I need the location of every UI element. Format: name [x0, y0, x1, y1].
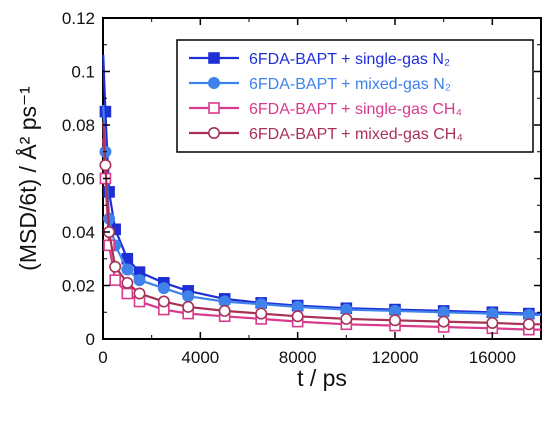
- y-tick-label: 0.08: [62, 116, 95, 135]
- legend-label: 6FDA-BAPT + mixed-gas CH₄: [249, 126, 463, 143]
- data-point: [121, 287, 134, 300]
- legend: 6FDA-BAPT + single-gas N₂ 6FDA-BAPT + mix…: [176, 39, 534, 153]
- data-point: [208, 77, 221, 90]
- data-point: [388, 314, 401, 327]
- x-tick-label: 16000: [469, 348, 516, 367]
- y-tick-label: 0.06: [62, 170, 95, 189]
- x-axis-title: t / ps: [297, 365, 347, 391]
- data-point: [208, 52, 220, 64]
- data-point: [208, 127, 221, 140]
- data-point: [182, 300, 195, 313]
- data-point: [522, 318, 535, 331]
- data-point: [109, 260, 122, 273]
- data-point: [208, 102, 220, 114]
- y-tick-label: 0.12: [62, 9, 95, 28]
- x-tick-label: 12000: [371, 348, 418, 367]
- legend-item-3: 6FDA-BAPT + mixed-gas CH₄: [189, 126, 463, 143]
- data-point: [103, 239, 115, 252]
- data-point: [99, 105, 112, 118]
- data-point: [255, 307, 268, 320]
- x-tick-label: 4000: [181, 348, 219, 367]
- x-tick-label: 8000: [279, 348, 317, 367]
- data-point: [437, 315, 450, 328]
- data-point: [121, 276, 134, 289]
- data-point: [486, 316, 499, 329]
- data-point: [291, 310, 304, 323]
- y-axis-title: (MSD/6t) / Å² ps⁻¹: [14, 86, 41, 271]
- legend-item-0: 6FDA-BAPT + single-gas N₂: [189, 51, 450, 68]
- data-point: [157, 295, 170, 308]
- data-point: [218, 304, 231, 317]
- legend-label: 6FDA-BAPT + single-gas CH₄: [249, 101, 462, 118]
- data-point: [340, 312, 353, 325]
- data-point: [133, 287, 146, 300]
- data-point: [109, 274, 121, 286]
- data-point: [121, 263, 134, 276]
- axes-layer: 0 0.02 0.04 0.06 0.08 0.1 0.12 0 4000 8000 12000 16…: [14, 9, 541, 391]
- data-point: [103, 186, 115, 198]
- series-3: [99, 121, 541, 331]
- y-tick-label: 0.04: [62, 223, 95, 242]
- y-tick-label: 0.1: [71, 63, 95, 82]
- data-point: [99, 159, 112, 172]
- y-tick-label: 0: [86, 330, 95, 349]
- legend-item-2: 6FDA-BAPT + single-gas CH₄: [189, 101, 462, 118]
- legend-label: 6FDA-BAPT + mixed-gas N₂: [249, 76, 451, 93]
- data-point: [133, 274, 146, 287]
- data-point: [182, 290, 195, 303]
- data-point: [157, 282, 170, 295]
- legend-label: 6FDA-BAPT + single-gas N₂: [249, 51, 450, 68]
- y-tick-label: 0.02: [62, 277, 95, 296]
- legend-item-1: 6FDA-BAPT + mixed-gas N₂: [189, 76, 451, 93]
- x-tick-label: 0: [98, 348, 107, 367]
